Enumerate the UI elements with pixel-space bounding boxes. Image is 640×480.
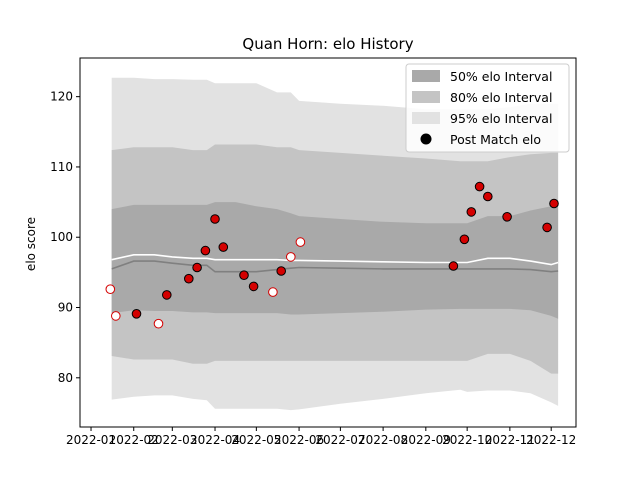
legend-label-50: 50% elo Interval bbox=[450, 69, 552, 84]
legend: 50% elo Interval 80% elo Interval 95% el… bbox=[405, 63, 570, 153]
y-tick-label-2: 90 bbox=[58, 301, 73, 315]
x-tick-label-3: 2022-03 bbox=[147, 433, 197, 447]
chart-title: Quan Horn: elo History bbox=[242, 35, 413, 53]
match-point-10 bbox=[218, 242, 229, 252]
x-axis-ticks: 2022-012022-022022-032022-042022-052022-… bbox=[66, 427, 576, 447]
match-point-3 bbox=[131, 309, 142, 319]
x-tick-label-12: 2022-12 bbox=[526, 433, 576, 447]
x-tick-label-1: 2022-01 bbox=[66, 433, 116, 447]
x-tick-label-4: 2022-04 bbox=[190, 433, 240, 447]
match-point-7 bbox=[192, 262, 202, 273]
match-point-18 bbox=[459, 234, 470, 245]
match-point-16 bbox=[295, 237, 306, 247]
legend-swatch-50 bbox=[412, 70, 440, 82]
x-tick-label-11: 2022-11 bbox=[485, 433, 535, 447]
match-point-9 bbox=[210, 214, 220, 224]
x-tick-label-2: 2022-02 bbox=[109, 433, 159, 447]
match-point-15 bbox=[286, 252, 296, 262]
match-point-20 bbox=[474, 181, 485, 192]
legend-label-points: Post Match elo bbox=[450, 132, 541, 147]
legend-marker-points bbox=[420, 133, 432, 145]
legend-label-95: 95% elo Interval bbox=[450, 111, 552, 126]
x-tick-label-8: 2022-08 bbox=[358, 433, 408, 447]
median-elo-line bbox=[111, 260, 559, 273]
x-tick-label-7: 2022-07 bbox=[315, 433, 365, 447]
match-point-19 bbox=[466, 207, 477, 217]
match-point-5 bbox=[162, 290, 172, 300]
match-point-12 bbox=[248, 281, 259, 292]
x-tick-label-9: 2022-09 bbox=[401, 433, 451, 447]
match-point-4 bbox=[153, 318, 164, 329]
axes-frame bbox=[79, 57, 577, 428]
match-point-11 bbox=[239, 270, 249, 281]
legend-box bbox=[405, 63, 570, 153]
y-tick-label-3: 100 bbox=[50, 230, 73, 244]
y-axis-label: elo score bbox=[24, 217, 38, 271]
match-point-23 bbox=[542, 222, 552, 233]
match-point-14 bbox=[276, 266, 287, 276]
match-point-1 bbox=[105, 284, 116, 295]
match-point-6 bbox=[184, 273, 194, 284]
match-point-22 bbox=[502, 212, 512, 222]
match-point-17 bbox=[448, 261, 459, 271]
post-match-points bbox=[105, 181, 559, 329]
y-tick-label-1: 80 bbox=[58, 371, 73, 385]
y-tick-label-4: 110 bbox=[50, 160, 73, 174]
match-point-2 bbox=[111, 311, 121, 321]
match-point-21 bbox=[483, 191, 493, 202]
y-tick-label-5: 120 bbox=[50, 90, 73, 104]
legend-swatch-80 bbox=[412, 91, 440, 103]
legend-label-80: 80% elo Interval bbox=[450, 90, 552, 105]
match-point-13 bbox=[268, 287, 278, 297]
legend-swatch-95 bbox=[412, 112, 440, 124]
x-tick-label-5: 2022-05 bbox=[231, 433, 281, 447]
match-point-8 bbox=[200, 245, 211, 256]
x-tick-label-10: 2022-10 bbox=[442, 433, 492, 447]
match-point-24 bbox=[549, 198, 559, 209]
x-tick-label-6: 2022-06 bbox=[274, 433, 324, 447]
y-axis-ticks: 80 90 100 110 120 bbox=[50, 90, 80, 385]
mean-elo-line bbox=[111, 254, 559, 266]
plot-area bbox=[105, 77, 559, 411]
